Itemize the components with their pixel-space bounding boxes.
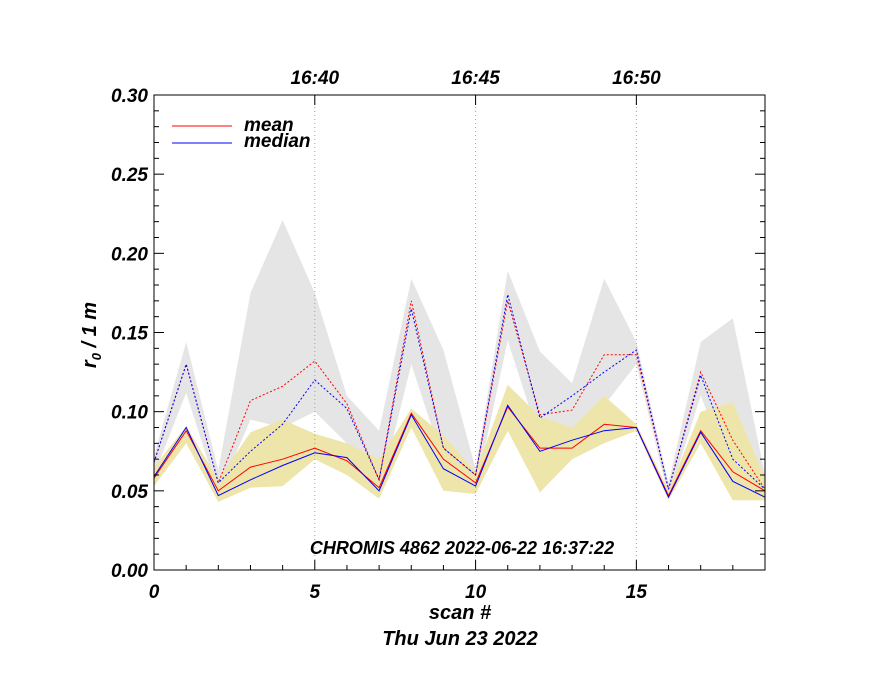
x-axis-date-label: Thu Jun 23 2022 [382, 628, 538, 650]
top-time-label: 16:45 [451, 68, 500, 89]
y-tick-label: 0.10 [111, 403, 148, 424]
band-gray-range [154, 220, 765, 498]
axis-ticks [153, 94, 766, 571]
series-median-dotted [153, 294, 766, 490]
top-time-label: 16:50 [612, 68, 661, 89]
band-yellow-range [154, 384, 765, 502]
y-axis-label-unit: / 1 m [79, 302, 101, 353]
y-tick-label: 0.30 [111, 86, 148, 107]
y-tick-label: 0.00 [111, 561, 148, 582]
y-tick-label: 0.25 [111, 165, 148, 186]
y-tick-label: 0.05 [111, 482, 148, 503]
chart-annotation: CHROMIS 4862 2022-06-22 16:37:22 [310, 538, 614, 558]
x-tick-label: 5 [310, 582, 321, 603]
range-bands [154, 220, 765, 502]
y-tick-label: 0.15 [111, 324, 148, 345]
y-axis-label: r0 / 1 m [79, 302, 104, 368]
top-time-label: 16:40 [290, 68, 339, 89]
x-axis-label: scan # [429, 602, 492, 624]
tick-labels: 0 5 10 15 0.00 0.05 0.10 0.15 0.20 0.25 0.30 16:40 1… [111, 68, 661, 603]
x-tick-label: 15 [626, 582, 648, 603]
x-tick-label: 10 [465, 582, 487, 603]
y-tick-label: 0.20 [111, 244, 148, 265]
x-tick-label: 0 [149, 582, 160, 603]
series-mean [153, 405, 766, 497]
y-axis-label-subscript: 0 [89, 352, 104, 360]
y-axis-label-r: r [79, 359, 101, 368]
legend: mean median [172, 115, 311, 152]
data-series [153, 294, 766, 499]
series-median [153, 404, 766, 499]
legend-label-mean: mean [244, 115, 294, 136]
legend-label-median: median [244, 131, 311, 152]
